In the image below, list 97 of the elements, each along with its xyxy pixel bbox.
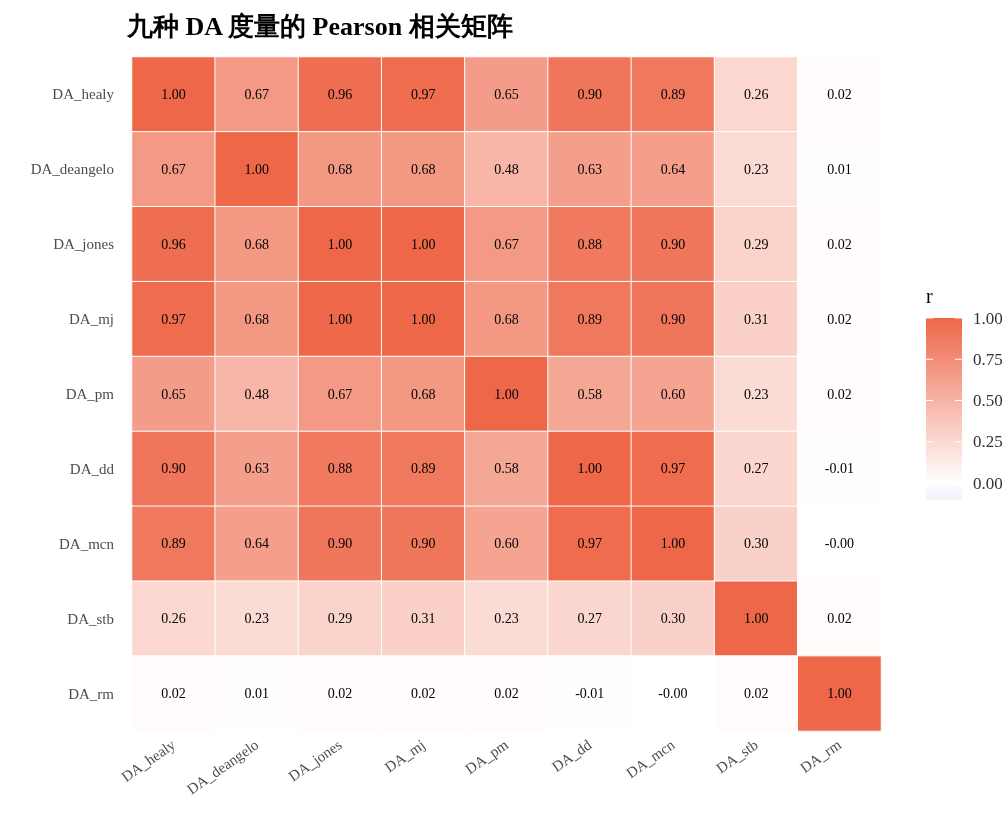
data-label: 0.02 <box>827 386 852 402</box>
data-label: 0.90 <box>660 236 686 252</box>
data-label: 0.88 <box>327 461 353 477</box>
data-label: 0.02 <box>827 86 852 102</box>
data-label: 1.00 <box>244 161 270 177</box>
data-label: 0.96 <box>161 236 186 252</box>
data-label: 0.90 <box>411 536 436 552</box>
color-bar-label: 0.00 <box>973 473 1003 493</box>
data-label: 0.63 <box>577 161 602 177</box>
color-bar-label: 0.25 <box>973 432 1003 452</box>
data-label: 0.02 <box>827 611 852 627</box>
data-label: 1.00 <box>161 86 186 102</box>
data-label: 0.97 <box>577 536 602 552</box>
data-label: 1.00 <box>327 236 353 252</box>
data-label: 0.23 <box>743 161 769 177</box>
data-label: 0.26 <box>161 611 186 627</box>
data-label: 0.68 <box>494 311 519 327</box>
data-label: 0.65 <box>161 386 186 402</box>
data-label: 0.68 <box>244 236 270 252</box>
data-label: 1.00 <box>411 311 436 327</box>
y-tick-label: DA_mj <box>69 311 114 328</box>
data-label: 0.60 <box>660 386 686 402</box>
y-tick-label: DA_healy <box>52 86 115 103</box>
data-label: 1.00 <box>577 461 602 477</box>
data-label: 0.30 <box>743 536 769 552</box>
data-label: 0.31 <box>743 311 769 327</box>
data-label: 0.27 <box>743 461 769 477</box>
data-label: 0.30 <box>660 611 686 627</box>
data-label: 0.31 <box>411 611 436 627</box>
y-tick-label: DA_stb <box>67 610 114 627</box>
data-label: 0.58 <box>577 386 602 402</box>
data-label: 0.68 <box>327 161 353 177</box>
data-label: 0.65 <box>494 86 519 102</box>
data-label: 0.68 <box>411 386 436 402</box>
data-label: 0.01 <box>827 161 852 177</box>
data-label: 0.02 <box>411 686 436 702</box>
data-label: 0.26 <box>743 86 769 102</box>
data-label: 0.02 <box>494 686 519 702</box>
data-label: -0.01 <box>575 686 605 702</box>
color-bar-title: r <box>926 285 933 307</box>
data-label: 0.02 <box>827 311 852 327</box>
data-label: 0.02 <box>161 686 186 702</box>
data-label: 1.00 <box>494 386 519 402</box>
data-label: 0.97 <box>411 86 436 102</box>
data-label: 0.90 <box>327 536 353 552</box>
color-bar-label: 1.00 <box>973 308 1003 328</box>
data-label: 0.60 <box>494 536 519 552</box>
data-label: 0.58 <box>494 461 519 477</box>
data-label: 0.01 <box>244 686 270 702</box>
data-label: 1.00 <box>660 536 686 552</box>
data-label: 0.97 <box>161 311 186 327</box>
y-tick-label: DA_jones <box>53 236 115 253</box>
y-tick-label: DA_dd <box>69 460 115 477</box>
data-label: 0.23 <box>244 611 270 627</box>
data-label: 0.02 <box>827 236 852 252</box>
y-tick-label: DA_rm <box>68 685 115 702</box>
y-tick-label: DA_mcn <box>59 535 115 552</box>
data-label: 1.00 <box>411 236 436 252</box>
data-label: -0.00 <box>658 686 688 702</box>
data-label: 0.68 <box>411 161 436 177</box>
color-bar-label: 0.75 <box>973 349 1003 369</box>
y-tick-label: DA_pm <box>65 386 115 402</box>
data-label: 0.89 <box>161 536 186 552</box>
data-label: 0.23 <box>743 386 769 402</box>
data-label: 0.89 <box>577 311 602 327</box>
data-label: -0.01 <box>824 461 854 477</box>
data-label: -0.00 <box>824 536 854 552</box>
data-label: 0.97 <box>660 461 686 477</box>
data-label: 0.64 <box>244 536 270 552</box>
data-label: 0.90 <box>161 461 186 477</box>
data-label: 0.90 <box>577 86 602 102</box>
data-label: 0.68 <box>244 311 270 327</box>
data-label: 0.29 <box>327 611 353 627</box>
data-label: 0.27 <box>577 611 602 627</box>
data-label: 1.00 <box>327 311 353 327</box>
data-label: 0.48 <box>244 386 270 402</box>
data-label: 0.02 <box>327 686 353 702</box>
data-label: 0.64 <box>660 161 686 177</box>
y-tick-label: DA_deangelo <box>30 161 114 178</box>
data-label: 0.67 <box>494 236 519 252</box>
color-bar-label: 0.50 <box>973 391 1003 410</box>
data-label: 0.67 <box>327 386 353 402</box>
data-label: 0.63 <box>244 461 270 477</box>
data-label: 0.29 <box>743 236 769 252</box>
data-label: 1.00 <box>743 611 769 627</box>
data-label: 0.90 <box>660 311 686 327</box>
data-label: 0.96 <box>327 86 353 102</box>
data-label: 0.67 <box>244 86 270 102</box>
data-label: 0.67 <box>161 161 186 177</box>
data-label: 1.00 <box>827 686 852 702</box>
data-label: 0.02 <box>743 686 769 702</box>
chart-title: 九种 DA 度量的 Pearson 相关矩阵 <box>126 11 513 41</box>
data-label: 0.89 <box>660 86 686 102</box>
data-label: 0.48 <box>494 161 519 177</box>
data-label: 0.23 <box>494 611 519 627</box>
data-label: 0.89 <box>411 461 436 477</box>
data-label: 0.88 <box>577 236 602 252</box>
